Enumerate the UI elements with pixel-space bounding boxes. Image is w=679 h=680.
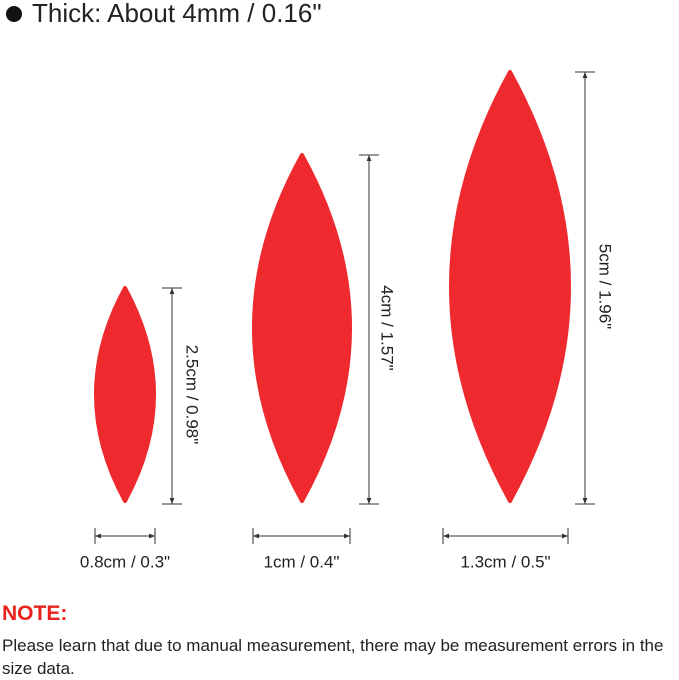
width-label: 1.3cm / 0.5" xyxy=(460,552,550,571)
note-title: NOTE: xyxy=(2,602,68,625)
width-label: 1cm / 0.4" xyxy=(264,552,340,571)
height-label: 4cm / 1.57" xyxy=(378,285,397,370)
bullet xyxy=(6,6,22,22)
width-label: 0.8cm / 0.3" xyxy=(80,552,170,571)
red-lens xyxy=(94,286,156,503)
thickness-text: Thick: About 4mm / 0.16" xyxy=(32,0,322,28)
height-label: 2.5cm / 0.98" xyxy=(183,345,202,445)
red-lens xyxy=(252,153,352,503)
product-diagram: Thick: About 4mm / 0.16" 2.5cm / 0.98" 0.… xyxy=(6,0,615,571)
red-lens xyxy=(449,70,571,503)
note-text: Please learn that due to manual measurem… xyxy=(2,636,664,678)
height-label: 5cm / 1.96" xyxy=(596,244,615,329)
